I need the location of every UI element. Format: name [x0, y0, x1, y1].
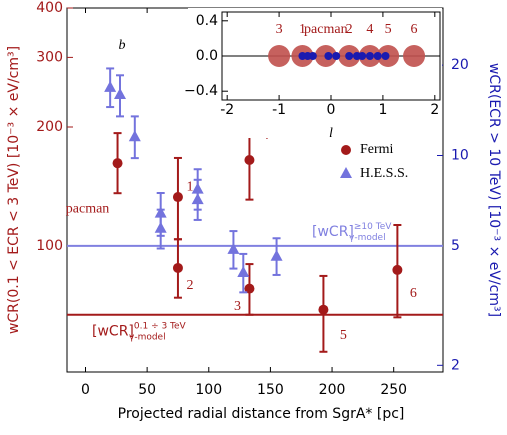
hess-point	[128, 130, 141, 142]
x-tick-label: 150	[257, 382, 284, 398]
fermi-point	[172, 192, 183, 203]
hess-point	[114, 88, 127, 100]
reference-label-main: [wCR]	[312, 224, 354, 240]
source-dot	[308, 52, 317, 60]
legend-marker	[340, 167, 352, 178]
x-tick-label: -1	[272, 102, 286, 118]
y2-tick-label: 2	[451, 357, 460, 373]
point-label: pacman	[66, 201, 110, 216]
hess-point	[104, 80, 117, 92]
fermi-point	[112, 158, 123, 169]
x-axis-label: Projected radial distance from SgrA* [pc…	[118, 406, 405, 422]
region-disk	[268, 45, 291, 67]
y2-tick-label: 5	[451, 238, 460, 254]
y-tick-label: −0.4	[184, 83, 218, 99]
point-label: 5	[340, 328, 347, 343]
reference-label-sup: 0.1 ÷ 3 TeV	[134, 321, 187, 331]
region-disk	[403, 45, 426, 67]
x-tick-label: 200	[319, 382, 346, 398]
x-tick-label: 250	[380, 382, 407, 398]
source-dot	[381, 52, 390, 60]
fermi-point	[244, 283, 255, 294]
hess-point	[191, 193, 204, 205]
x-tick-label: 50	[138, 382, 156, 398]
x-tick-label: 1	[378, 102, 387, 118]
y-tick-label: 400	[36, 0, 63, 16]
y2-tick-label: 10	[451, 147, 469, 163]
legend-marker	[341, 145, 351, 155]
point-label: 3	[234, 299, 241, 314]
region-label: pacman	[304, 22, 348, 37]
reference-label: [wCR]≥10 TeV γ-model	[312, 221, 392, 242]
y-tick-label: 200	[36, 119, 63, 135]
y-axis-label: b	[119, 38, 126, 53]
x-axis-label: l	[329, 126, 333, 141]
source-dot	[324, 52, 333, 60]
legend-label: Fermi	[360, 142, 394, 157]
fermi-point	[318, 304, 329, 315]
source-dot	[332, 52, 341, 60]
x-tick-label: -2	[220, 102, 234, 118]
inset-background	[188, 8, 442, 138]
region-label: 3	[276, 22, 283, 37]
reference-label: [wCR]0.1 ÷ 3 TeV γ-model	[92, 321, 187, 342]
source-dot	[365, 52, 374, 60]
region-label: 4	[366, 22, 373, 37]
legend-label: H.E.S.S.	[360, 166, 408, 181]
source-dot	[345, 52, 354, 60]
y-tick-label: 300	[36, 49, 63, 65]
y-tick-label: 0.0	[196, 48, 218, 64]
hess-point	[227, 242, 240, 254]
source-dot	[358, 52, 367, 60]
fermi-point	[244, 155, 255, 166]
x-tick-label: 100	[195, 382, 222, 398]
x-tick-label: 0	[327, 102, 336, 118]
y2-tick-label: 20	[451, 57, 469, 73]
region-label: 2	[346, 22, 353, 37]
region-label: 1	[299, 22, 306, 37]
x-tick-label: 2	[430, 102, 439, 118]
source-dot	[373, 52, 382, 60]
point-label: 6	[410, 286, 417, 301]
y-tick-label: 0.4	[196, 13, 218, 29]
reference-label-sub: γ-model	[349, 232, 386, 242]
y-axis-label: wCR(0.1 < ECR < 3 TeV) [10⁻³ × eV/cm³]	[6, 46, 22, 334]
region-label: 6	[411, 22, 418, 37]
hess-point	[154, 221, 167, 233]
fermi-point	[392, 264, 403, 275]
reference-label-sub: γ-model	[129, 332, 166, 342]
y2-axis-label: wCR(ECR > 10 TeV) [10⁻³ × eV/cm³]	[486, 63, 502, 317]
x-tick-label: 0	[81, 382, 90, 398]
main-plot: 0 50 100 150 200 250100200300400251020Project…	[6, 0, 502, 422]
fermi-point	[172, 262, 183, 273]
y-tick-label: 100	[36, 238, 63, 254]
region-label: 5	[385, 22, 392, 37]
hess-point	[237, 266, 250, 278]
reference-label-main: [wCR]	[92, 324, 134, 340]
reference-label-sup: ≥10 TeV	[354, 221, 392, 231]
hess-point	[270, 249, 283, 261]
point-label: 2	[186, 278, 193, 293]
point-label: 1	[186, 179, 193, 194]
